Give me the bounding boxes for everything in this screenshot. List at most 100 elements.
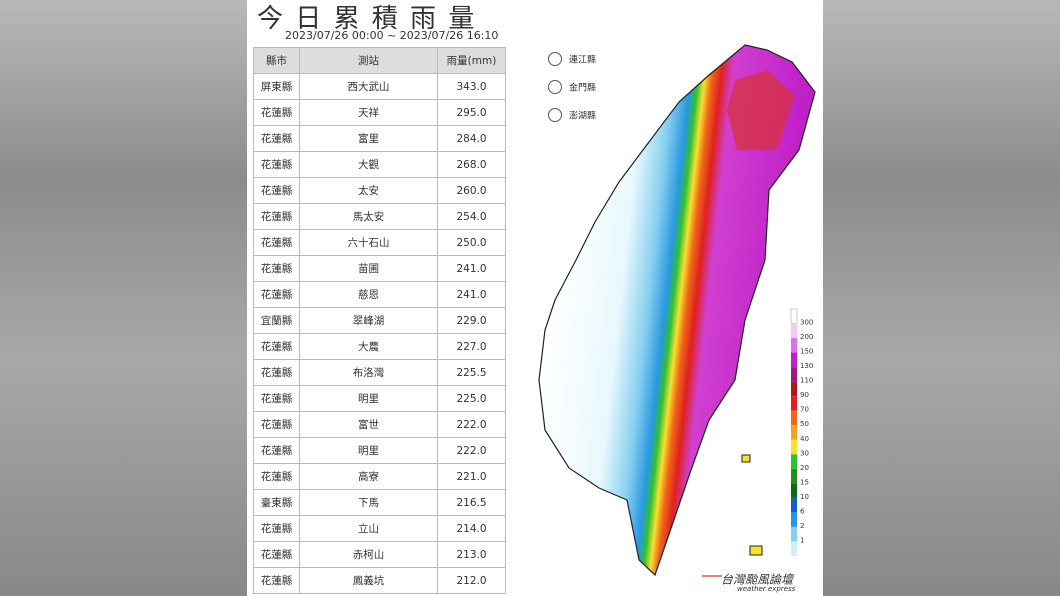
- cell: 立山: [299, 515, 438, 542]
- legend-label: 130: [800, 362, 813, 370]
- watermark-sub: weather express: [737, 585, 796, 593]
- header-cell: 雨量(mm): [437, 47, 506, 74]
- legend-label: 50: [800, 420, 809, 428]
- legend-swatch: [791, 439, 797, 455]
- cell: 268.0: [437, 151, 506, 178]
- legend-swatch: [791, 381, 797, 397]
- panel: 今 日 累 積 雨 量 2023/07/26 00:00 ~ 2023/07/2…: [247, 0, 823, 596]
- radio: [548, 80, 562, 94]
- blurred-background: [0, 0, 247, 596]
- cell: 229.0: [437, 307, 506, 334]
- cell: 鳳義坑: [299, 567, 438, 594]
- legend-swatch: [791, 323, 797, 339]
- legend-label: 300: [800, 319, 813, 327]
- cell: 225.5: [437, 359, 506, 386]
- row: 花蓮縣 赤柯山 213.0: [253, 541, 506, 568]
- cell: 明里: [299, 385, 438, 412]
- cell: 花蓮縣: [253, 411, 300, 438]
- cell: 260.0: [437, 177, 506, 204]
- radio: [548, 108, 562, 122]
- legend-swatch: [791, 410, 797, 426]
- row: 花蓮縣 高寮 221.0: [253, 463, 506, 490]
- cell: 214.0: [437, 515, 506, 542]
- legend-label: 2: [800, 522, 804, 530]
- north-rain: [727, 70, 795, 150]
- cell: 212.0: [437, 567, 506, 594]
- row: 花蓮縣 明里 222.0: [253, 437, 506, 464]
- cell: 西大武山: [299, 73, 438, 100]
- legend-swatch: [791, 352, 797, 368]
- cell: 布洛灣: [299, 359, 438, 386]
- legend-label: 10: [800, 493, 809, 501]
- cell: 馬太安: [299, 203, 438, 230]
- cell: 284.0: [437, 125, 506, 152]
- legend-label: 150: [800, 348, 813, 356]
- row: 花蓮縣 富世 222.0: [253, 411, 506, 438]
- cell: 241.0: [437, 281, 506, 308]
- island-label: 金門縣: [569, 82, 596, 94]
- cell: 六十石山: [299, 229, 438, 256]
- cell: 花蓮縣: [253, 359, 300, 386]
- cell: 慈恩: [299, 281, 438, 308]
- cell: 花蓮縣: [253, 463, 300, 490]
- legend-label: 110: [800, 377, 813, 385]
- legend-label: 90: [800, 391, 809, 399]
- cell: 翠峰湖: [299, 307, 438, 334]
- legend-swatch: [791, 396, 797, 411]
- row: 花蓮縣 慈恩 241.0: [253, 281, 506, 308]
- row: 花蓮縣 大觀 268.0: [253, 151, 506, 178]
- legend-label: 6: [800, 507, 805, 515]
- title: 今 日 累 積 雨 量: [257, 4, 477, 34]
- blurred-background: [823, 0, 1060, 596]
- legend-swatch: [791, 338, 797, 353]
- cell: 下馬: [299, 489, 438, 516]
- legend-swatch: [791, 367, 797, 382]
- legend-swatch: [791, 468, 797, 484]
- cell: 赤柯山: [299, 541, 438, 568]
- cell: 花蓮縣: [253, 385, 300, 412]
- cell: 222.0: [437, 411, 506, 438]
- cell: 花蓮縣: [253, 567, 300, 594]
- row: 屏東縣 西大武山 343.0: [253, 73, 506, 100]
- legend-label: 200: [800, 333, 813, 341]
- cell: 295.0: [437, 99, 506, 126]
- header-cell: 縣市: [253, 47, 300, 74]
- cell: 花蓮縣: [253, 515, 300, 542]
- cell: 大觀: [299, 151, 438, 178]
- taiwan: [538, 44, 816, 577]
- island: [749, 545, 763, 556]
- legend-swatch: [791, 526, 797, 542]
- cell: 花蓮縣: [253, 333, 300, 360]
- legend-label: 30: [800, 449, 809, 457]
- legend-swatch: [791, 454, 797, 469]
- row: 臺東縣 下馬 216.5: [253, 489, 506, 516]
- cell: 臺東縣: [253, 489, 300, 516]
- cell: 大農: [299, 333, 438, 360]
- legend-swatch: [791, 483, 797, 498]
- cell: 222.0: [437, 437, 506, 464]
- legend-swatch: [791, 512, 797, 527]
- row: 花蓮縣 六十石山 250.0: [253, 229, 506, 256]
- cell: 高寮: [299, 463, 438, 490]
- cell: 花蓮縣: [253, 437, 300, 464]
- island: [741, 454, 751, 463]
- legend-label: 20: [800, 464, 809, 472]
- rain-table: 縣市 測站 雨量(mm) 屏東縣 西大武山 343.0 花蓮縣 天祥 295.0 花蓮縣 富里 284…: [253, 47, 506, 594]
- legend-label: 70: [800, 406, 809, 414]
- cell: 太安: [299, 177, 438, 204]
- cell: 221.0: [437, 463, 506, 490]
- watermark: 台灣颱風論壇: [721, 573, 795, 587]
- legend-swatch: [791, 425, 797, 440]
- cell: 343.0: [437, 73, 506, 100]
- cell: 宜蘭縣: [253, 307, 300, 334]
- legend-swatch: [791, 497, 797, 513]
- island-label: 連江縣: [569, 54, 596, 66]
- legend-label: 40: [800, 435, 809, 443]
- legend-label: 1: [800, 536, 804, 544]
- legend-bar-top: [790, 308, 798, 324]
- legend-label: 15: [800, 478, 809, 486]
- row: 花蓮縣 立山 214.0: [253, 515, 506, 542]
- row: 宜蘭縣 翠峰湖 229.0: [253, 307, 506, 334]
